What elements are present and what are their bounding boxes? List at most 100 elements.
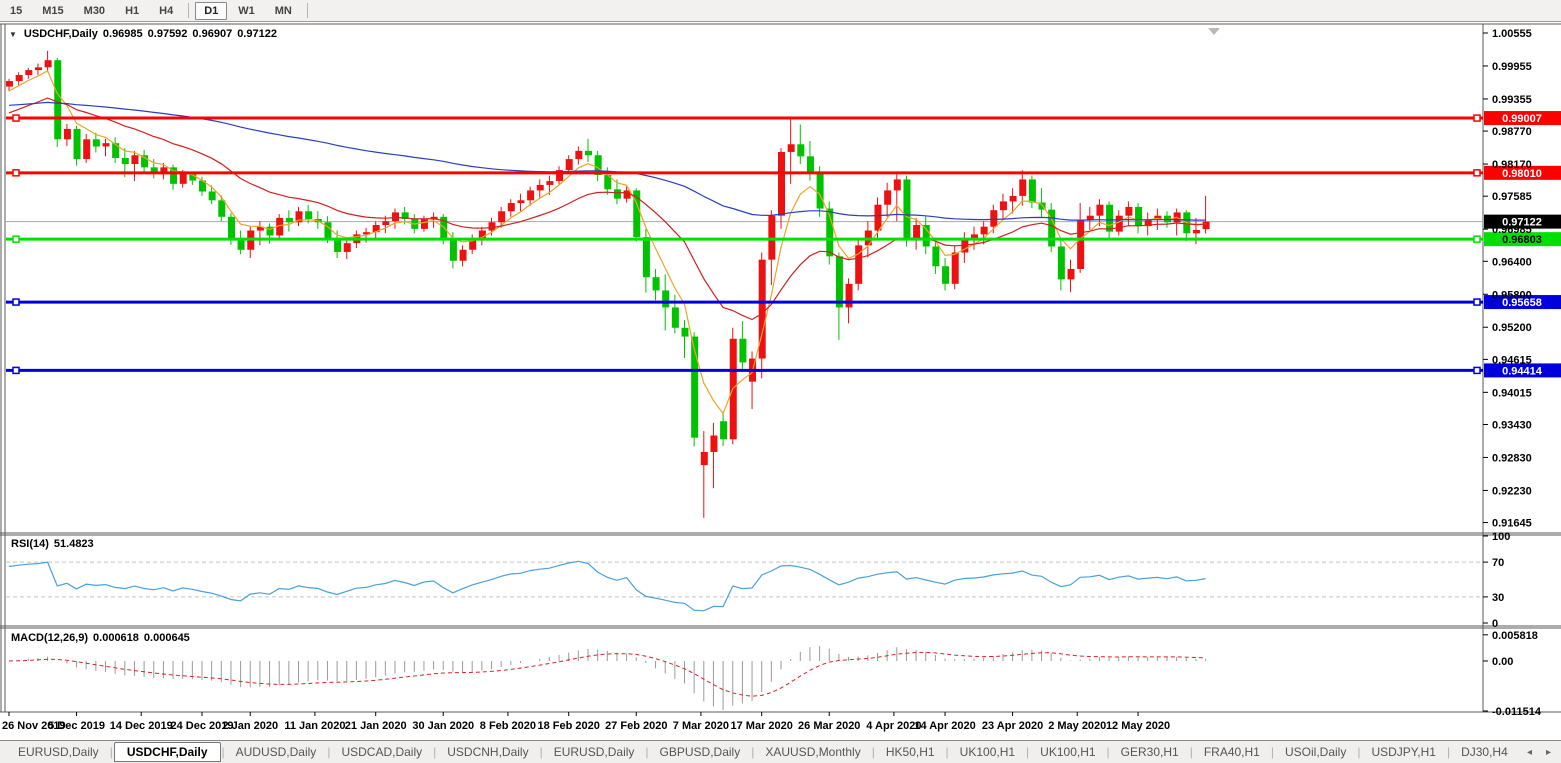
svg-text:0.99007: 0.99007 (1502, 113, 1542, 125)
rsi-line (8, 560, 1206, 612)
chart-tab-usdchf-daily[interactable]: USDCHF,Daily (113, 742, 221, 762)
horizontal-levels: 0.99007 0.98010 0.96803 0.95658 0.94414 (6, 111, 1561, 378)
macd-signal-line (8, 651, 1206, 697)
svg-text:0.99355: 0.99355 (1492, 94, 1532, 106)
svg-text:0.95800: 0.95800 (1492, 289, 1532, 301)
timeframe-button-m15[interactable]: M15 (42, 4, 64, 17)
macd-panel: 0.005818 0.00 -0.011514 (8, 630, 1542, 718)
date-axis-label: 24 Dec 2019 (171, 720, 234, 732)
date-axis-label: 27 Feb 2020 (605, 720, 667, 732)
timeframe-button-h4[interactable]: H4 (159, 4, 174, 17)
svg-text:0.95200: 0.95200 (1492, 322, 1532, 334)
chart-tab-eurusd-daily[interactable]: EURUSD,Daily (18, 745, 99, 759)
chart-tab-uk100-h1[interactable]: UK100,H1 (1040, 745, 1096, 759)
chart-tab-usdjpy-h1[interactable]: USDJPY,H1 (1371, 745, 1436, 759)
symbol-dropdown-icon[interactable]: ▼ (9, 29, 17, 39)
ohlc-high: 0.97592 (147, 28, 188, 40)
chart-tab-usdcnh-daily[interactable]: USDCNH,Daily (447, 745, 529, 759)
svg-text:70: 70 (1492, 557, 1504, 569)
timeframe-button-h1[interactable]: H1 (125, 4, 140, 17)
tab-separator: | (539, 745, 543, 759)
timeframe-button-d1[interactable]: D1 (195, 1, 228, 20)
tab-separator: | (433, 745, 437, 759)
date-axis-label: 11 Jan 2020 (284, 720, 345, 732)
chart-tab-usdcad-daily[interactable]: USDCAD,Daily (341, 745, 423, 759)
timeframe-button-w1[interactable]: W1 (238, 4, 255, 17)
timeframe-toolbar: 15 M15 M30 H1 H4 D1 W1 MN (0, 0, 1561, 22)
svg-text:0.97585: 0.97585 (1492, 191, 1532, 203)
rsi-indicator-label: RSI(14) 51.4823 (11, 538, 94, 550)
chart-shift-marker-icon (1208, 28, 1220, 35)
chart-tab-usoil-daily[interactable]: USOil,Daily (1284, 745, 1347, 759)
tab-separator: | (1446, 745, 1451, 759)
svg-text:1.00555: 1.00555 (1492, 28, 1532, 40)
chart-tab-fra40-h1[interactable]: FRA40,H1 (1203, 745, 1260, 759)
ma-slow-line (8, 101, 1206, 221)
date-axis-label: 2 Jan 2020 (222, 720, 278, 732)
svg-text:0.94015: 0.94015 (1492, 387, 1532, 399)
toolbar-separator (188, 3, 190, 18)
rsi-panel: 100 70 30 0 (6, 531, 1510, 630)
tab-separator: | (871, 745, 875, 759)
tab-separator: | (109, 745, 113, 759)
price-chart-canvas[interactable]: 0.990070.980100.968030.956580.944141.005… (0, 22, 1561, 740)
svg-text:0.005818: 0.005818 (1492, 630, 1538, 642)
chart-tab-hk50-h1[interactable]: HK50,H1 (885, 745, 935, 759)
chart-tab-eurusd-daily[interactable]: EURUSD,Daily (553, 745, 635, 759)
svg-text:-0.011514: -0.011514 (1492, 706, 1542, 718)
price-axis: 1.00555 0.99955 0.99355 0.98770 0.98170 0.975… (1483, 28, 1561, 530)
date-axis-label: 12 May 2020 (1106, 720, 1170, 732)
tab-separator: | (1270, 745, 1274, 759)
ohlc-low: 0.96907 (192, 28, 233, 40)
date-axis-label: 30 Jan 2020 (412, 720, 474, 732)
toolbar-separator (306, 3, 308, 18)
macd-name: MACD(12,26,9) (11, 632, 89, 644)
date-axis-label: 21 Jan 2020 (345, 720, 407, 732)
svg-text:0.98170: 0.98170 (1492, 159, 1532, 171)
tab-scroll-right-button[interactable]: ▸ (1545, 746, 1551, 758)
svg-text:0.96400: 0.96400 (1492, 256, 1532, 268)
tab-separator: | (1189, 745, 1193, 759)
macd-value-main: 0.000618 (93, 632, 139, 644)
date-axis-label: 2 May 2020 (1048, 720, 1106, 732)
chart-frame (0, 23, 1561, 713)
chart-tab-audusd-daily[interactable]: AUDUSD,Daily (235, 745, 317, 759)
chart-tab-dj30-h4[interactable]: DJ30,H4 (1461, 745, 1508, 759)
svg-text:0.00: 0.00 (1492, 656, 1513, 668)
svg-text:30: 30 (1492, 592, 1504, 604)
date-axis-label: 26 Nov 2019 (2, 720, 66, 732)
svg-text:0.99955: 0.99955 (1492, 61, 1532, 73)
macd-value-signal: 0.000645 (143, 632, 190, 644)
tab-separator: | (327, 745, 331, 759)
svg-text:100: 100 (1492, 531, 1510, 543)
tab-separator: | (645, 745, 649, 759)
date-axis-label: 14 Apr 2020 (914, 720, 975, 732)
tab-scroll-left-button[interactable]: ◂ (1526, 746, 1532, 758)
date-axis-label: 14 Dec 2019 (110, 720, 173, 732)
chart-symbol-period: USDCHF,Daily (23, 28, 98, 40)
candles (6, 50, 1210, 518)
timeframe-button-mn[interactable]: MN (274, 4, 292, 17)
tab-separator: | (1106, 745, 1110, 759)
svg-text:0.94414: 0.94414 (1502, 365, 1543, 377)
tab-separator: | (751, 745, 755, 759)
svg-text:0.94615: 0.94615 (1492, 354, 1532, 366)
chart-ohlc-header: ▼ USDCHF,Daily 0.96985 0.97592 0.96907 0… (9, 28, 277, 40)
timeframe-button-m30[interactable]: M30 (83, 4, 106, 17)
svg-text:0.97122: 0.97122 (1502, 217, 1542, 229)
chart-panel[interactable]: 0.99007 0.98010 0.96803 0.95658 0.94414 1.005… (0, 22, 1561, 740)
ohlc-open: 0.96985 (102, 28, 143, 40)
date-axis-label: 5 Dec 2019 (48, 720, 105, 732)
chart-tab-gbpusd-daily[interactable]: GBPUSD,Daily (659, 745, 741, 759)
chart-tab-ger30-h1[interactable]: GER30,H1 (1120, 745, 1179, 759)
chart-tab-uk100-h1[interactable]: UK100,H1 (959, 745, 1016, 759)
rsi-value: 51.4823 (53, 538, 94, 550)
tab-separator: | (945, 745, 949, 759)
chart-tab-xauusd-monthly[interactable]: XAUUSD,Monthly (765, 745, 861, 759)
date-axis-label: 4 Apr 2020 (866, 720, 921, 732)
svg-text:0.95658: 0.95658 (1502, 297, 1542, 309)
timeframe-button-15[interactable]: 15 (10, 4, 23, 17)
chart-tab-bar: EURUSD,Daily | USDCHF,Daily | AUDUSD,Daily | U… (0, 740, 1561, 763)
svg-text:0.98010: 0.98010 (1502, 168, 1542, 180)
svg-text:0.91645: 0.91645 (1492, 518, 1532, 530)
